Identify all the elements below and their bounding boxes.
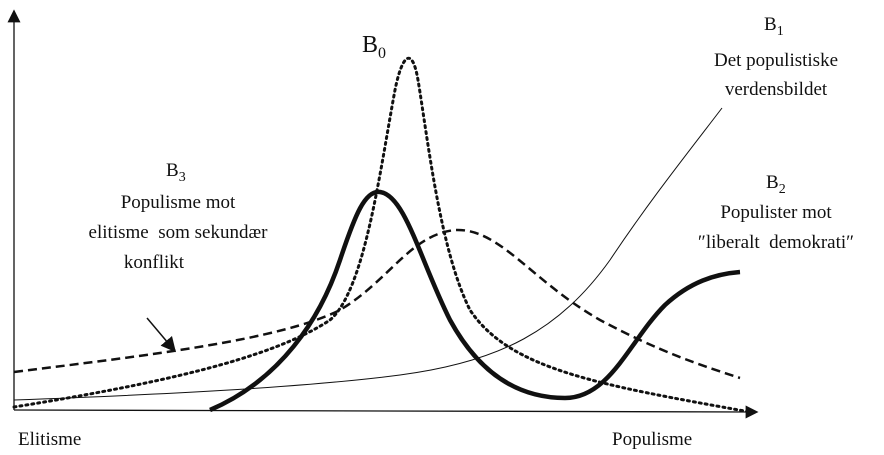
label-letter: B — [362, 32, 378, 58]
curve-double — [209, 189, 741, 413]
label-letter: B — [764, 14, 777, 35]
label-b2: B2 — [766, 172, 786, 197]
axis-label-left: Elitisme — [18, 429, 81, 450]
label-b3: B3 — [166, 160, 186, 185]
label-line: Populisme mot — [121, 192, 236, 213]
label-b1: B1 — [764, 14, 784, 39]
label-line: konflikt — [124, 252, 185, 273]
label-sub: 0 — [378, 45, 386, 62]
axis-label-right: Populisme — [612, 429, 692, 450]
curve-double-inner — [209, 191, 741, 411]
curve-b0 — [12, 56, 752, 414]
label-line: Det populistiske — [714, 50, 838, 71]
label-line: elitisme som sekundær — [89, 222, 269, 243]
label-line: ″liberalt demokrati″ — [698, 232, 854, 253]
label-sub: 1 — [777, 24, 784, 39]
label-sub: 3 — [179, 170, 186, 185]
label-line: Populister mot — [720, 202, 832, 223]
curve-b2 — [13, 228, 741, 380]
pointer-arrow — [146, 317, 176, 353]
label-line: verdensbildet — [725, 79, 828, 100]
label-letter: B — [166, 160, 179, 181]
label-sub: 2 — [779, 182, 786, 197]
x-axis — [13, 405, 759, 419]
label-b0: B0 — [362, 32, 386, 62]
label-letter: B — [766, 172, 779, 193]
curve-b1 — [13, 107, 723, 401]
